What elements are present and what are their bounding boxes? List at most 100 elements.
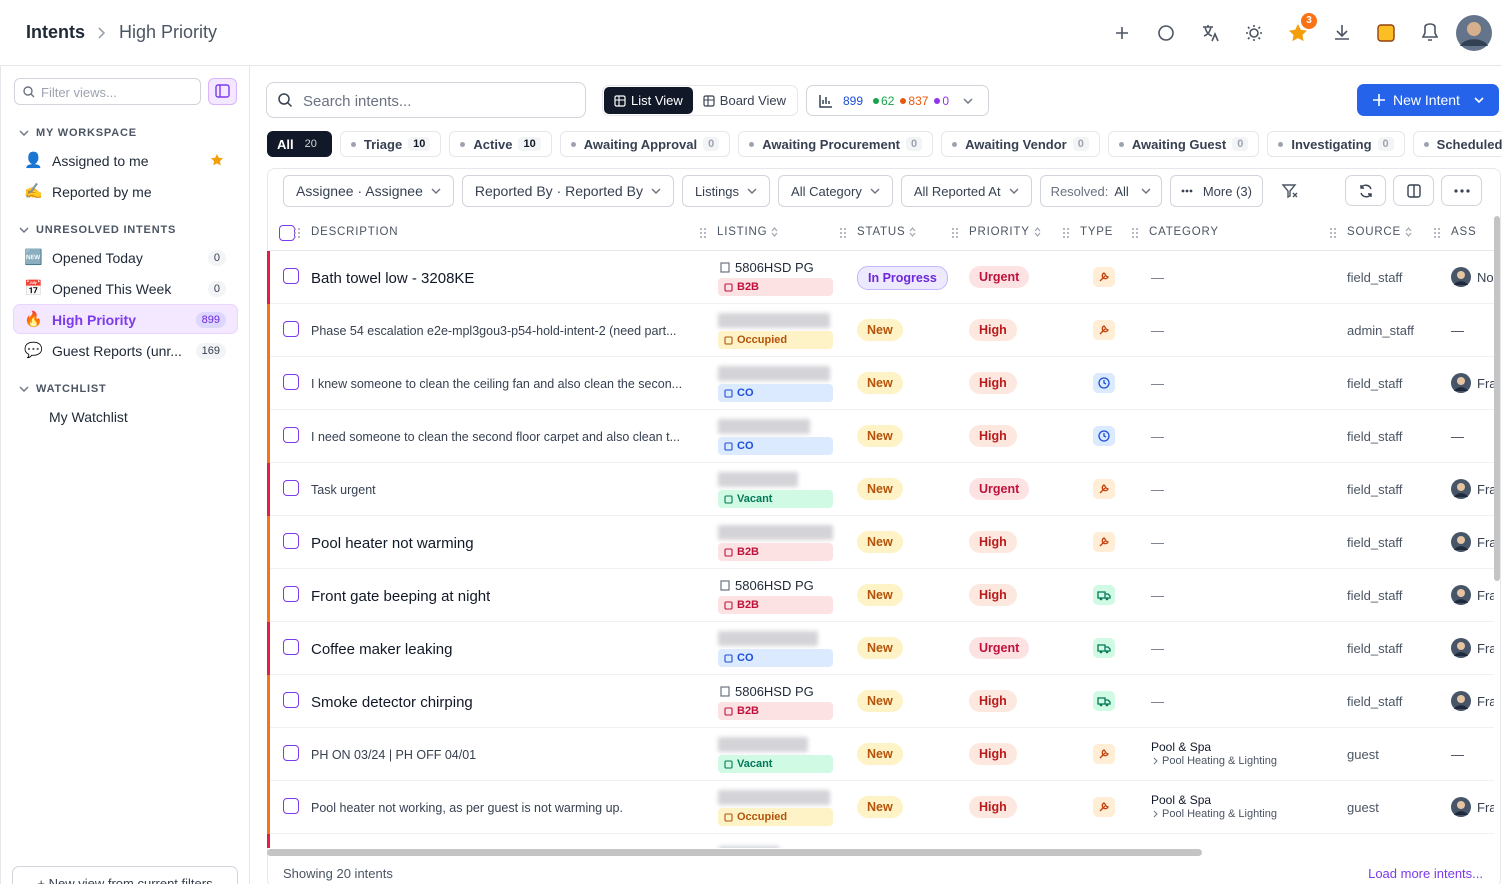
row-accent	[267, 410, 270, 463]
row[interactable]	[267, 728, 1494, 781]
column-header[interactable]: LISTING	[717, 226, 778, 238]
row[interactable]	[267, 622, 1494, 675]
row[interactable]	[267, 675, 1494, 728]
new-view-button[interactable]: + New view from current filters	[12, 866, 238, 884]
item-label: Opened Today	[52, 250, 143, 266]
status-tab[interactable]: Active 10	[449, 131, 552, 157]
status-tab[interactable]: Scheduled0	[1412, 131, 1502, 157]
column-header[interactable]: DESCRIPTION	[311, 226, 398, 238]
horizontal-scrollbar[interactable]	[267, 849, 1202, 856]
favorites-icon[interactable]	[1289, 24, 1307, 42]
row-accent	[267, 304, 270, 357]
row-checkbox[interactable]	[283, 692, 299, 708]
row[interactable]	[267, 834, 1494, 848]
row[interactable]	[267, 251, 1494, 304]
chart-icon	[819, 94, 832, 108]
theme-icon[interactable]	[1249, 28, 1259, 38]
stat: 0	[934, 94, 949, 108]
sidebar-toggle[interactable]	[208, 78, 237, 105]
row-checkbox[interactable]	[283, 745, 299, 761]
section-title[interactable]: MY WORKSPACE	[36, 127, 137, 139]
item-count: 899	[195, 312, 226, 328]
help-icon[interactable]	[1158, 25, 1174, 41]
load-more-link[interactable]: Load more intents...	[1368, 866, 1483, 881]
row[interactable]	[267, 463, 1494, 516]
row-checkbox[interactable]	[283, 586, 299, 602]
column-header[interactable]: ASS	[1451, 226, 1476, 238]
section-title[interactable]: WATCHLIST	[36, 383, 107, 395]
column-header[interactable]: STATUS	[857, 226, 916, 238]
row-checkbox[interactable]	[283, 374, 299, 390]
filter-dropdown[interactable]: Listings	[681, 175, 771, 207]
status-tab[interactable]: Awaiting Procurement 0	[738, 131, 934, 157]
tag-icon	[724, 812, 733, 822]
listing-tag: B2B	[718, 702, 833, 720]
column-header[interactable]: TYPE	[1080, 226, 1113, 238]
row-checkbox[interactable]	[283, 480, 299, 496]
status-tab[interactable]: Awaiting Guest 0	[1107, 131, 1260, 157]
stat-dot	[900, 97, 907, 104]
drag-handle	[700, 228, 706, 238]
description: Phase 54 escalation e2e-mpl3gou3-p54-hol…	[311, 324, 677, 338]
tag-label: B2B	[737, 546, 760, 558]
view-button[interactable]: Board View	[693, 87, 796, 114]
row-checkbox[interactable]	[283, 533, 299, 549]
listing-blur	[718, 313, 830, 328]
add-icon[interactable]	[1116, 27, 1128, 39]
description: Front gate beeping at night	[311, 588, 491, 605]
row-checkbox[interactable]	[283, 268, 299, 284]
notes-icon[interactable]	[1377, 24, 1395, 42]
header-row	[267, 216, 1494, 251]
status-tab[interactable]: Investigating 0	[1267, 131, 1405, 157]
assignee: No	[1477, 270, 1494, 285]
stats-dropdown[interactable]: 899 62 837 0	[806, 85, 989, 116]
tag-label: Occupied	[737, 334, 788, 346]
filter-dropdown[interactable]: Reported By · Reported By	[461, 175, 674, 207]
row[interactable]	[267, 410, 1494, 463]
filter-dropdown[interactable]: Assignee · Assignee	[283, 175, 454, 207]
type-icon	[1093, 479, 1115, 499]
type-icon	[1093, 585, 1115, 605]
new-intent-button[interactable]: New Intent	[1357, 84, 1499, 116]
refresh-button[interactable]	[1345, 175, 1386, 206]
translate-icon[interactable]	[1203, 25, 1219, 42]
status-badge: New	[857, 425, 903, 447]
row-checkbox[interactable]	[283, 798, 299, 814]
clear-filters-icon[interactable]	[1281, 182, 1299, 200]
status-tab[interactable]: Triage 10	[339, 131, 442, 157]
priority-badge: High	[969, 372, 1017, 394]
tab-label: All	[277, 136, 294, 152]
tag-icon	[724, 653, 733, 663]
status-tab[interactable]: Awaiting Approval 0	[559, 131, 731, 157]
row-checkbox[interactable]	[283, 639, 299, 655]
download-icon[interactable]	[1335, 25, 1349, 40]
view-button[interactable]: List View	[604, 87, 693, 114]
row[interactable]	[267, 304, 1494, 357]
breadcrumb-root[interactable]: Intents	[26, 22, 86, 42]
row-checkbox[interactable]	[283, 321, 299, 337]
column-header[interactable]: SOURCE	[1347, 226, 1412, 238]
status-tab[interactable]: Awaiting Vendor 0	[941, 131, 1100, 157]
filter-dropdown[interactable]: All Reported At	[900, 175, 1032, 207]
row[interactable]	[267, 357, 1494, 410]
tag-label: Occupied	[737, 811, 788, 823]
type-icon	[1093, 638, 1115, 658]
row[interactable]	[267, 781, 1494, 834]
column-header[interactable]: CATEGORY	[1149, 226, 1219, 238]
section-title[interactable]: UNRESOLVED INTENTS	[36, 224, 177, 236]
columns-button[interactable]	[1393, 175, 1434, 206]
row[interactable]	[267, 569, 1494, 622]
vertical-scrollbar[interactable]	[1494, 216, 1500, 581]
more-filters[interactable]: More (3)	[1169, 175, 1263, 207]
row[interactable]	[267, 516, 1494, 569]
status-tab[interactable]: All 20	[267, 131, 332, 157]
search-intents-input[interactable]: Search intents...	[266, 82, 586, 118]
row-checkbox[interactable]	[283, 427, 299, 443]
column-header[interactable]: PRIORITY	[969, 226, 1041, 238]
resolved-filter[interactable]: Resolved: All	[1039, 175, 1162, 207]
bell-icon[interactable]	[1421, 23, 1439, 41]
filter-dropdown[interactable]: All Category	[778, 175, 893, 207]
select-all-checkbox[interactable]	[279, 225, 295, 241]
more-actions-button[interactable]	[1441, 175, 1482, 206]
filter-views-input[interactable]: Filter views...	[14, 78, 201, 105]
